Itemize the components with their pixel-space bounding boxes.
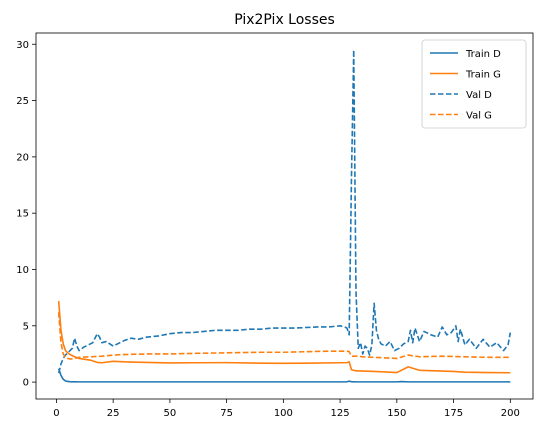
y-tick-label: 25 <box>16 96 29 107</box>
y-tick-label: 0 <box>23 378 29 389</box>
series-line-train-d <box>57 368 511 383</box>
series-line-val-d <box>57 49 512 374</box>
legend-label: Val G <box>466 111 492 122</box>
x-axis: 0 25 50 75 100 125 150 175 200 <box>53 399 520 419</box>
legend-box <box>421 39 527 129</box>
legend-label: Train D <box>465 49 501 60</box>
x-tick-label: 175 <box>444 408 463 419</box>
x-tick-label: 125 <box>331 408 350 419</box>
chart-title: Pix2Pix Losses <box>234 12 335 28</box>
axes-frame <box>35 32 534 400</box>
x-tick-label: 100 <box>274 408 293 419</box>
x-tick-label: 0 <box>53 408 59 419</box>
legend-label: Val D <box>466 90 492 101</box>
x-tick-label: 25 <box>107 408 120 419</box>
series-line-train-g <box>57 300 511 374</box>
y-tick-label: 30 <box>16 40 29 51</box>
legend-label: Train G <box>465 70 501 81</box>
legend: Train D Train G Val D Val G <box>421 39 527 129</box>
y-tick-label: 5 <box>23 321 29 332</box>
y-tick-label: 15 <box>16 209 29 220</box>
x-tick-label: 75 <box>220 408 233 419</box>
series-line-val-g <box>57 312 511 360</box>
y-tick-label: 20 <box>16 152 29 163</box>
x-tick-label: 50 <box>164 408 177 419</box>
y-axis: 0 5 10 15 20 25 30 <box>16 40 36 389</box>
x-tick-label: 200 <box>501 408 520 419</box>
x-tick-label: 150 <box>387 408 406 419</box>
y-tick-label: 10 <box>16 265 29 276</box>
plot-area <box>57 49 512 383</box>
